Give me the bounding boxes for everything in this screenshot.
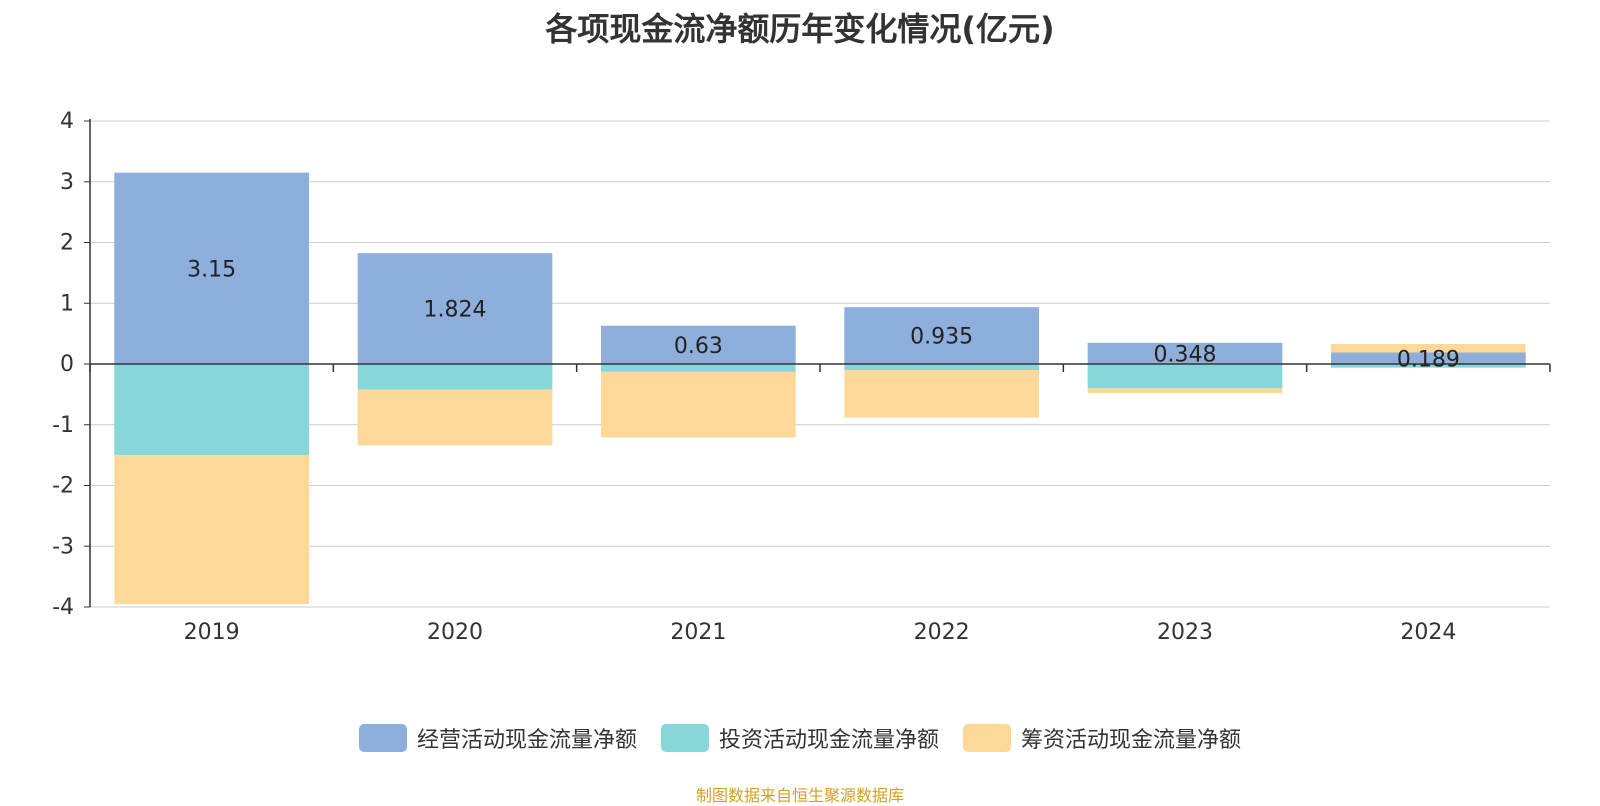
data-labels: 3.15 1.824 0.63 0.935 0.348 0.189 (187, 257, 1460, 372)
bars (114, 172, 1526, 604)
grid-lines (90, 120, 1550, 608)
x-tick-label: 2021 (670, 620, 726, 645)
x-tick-label: 2019 (184, 620, 240, 645)
bar-segment (114, 455, 309, 604)
x-tick-label: 2022 (914, 620, 970, 645)
bar-segment (1087, 388, 1283, 394)
legend-swatch (660, 724, 709, 752)
data-label: 0.348 (1154, 342, 1217, 367)
data-label: 3.15 (187, 257, 236, 282)
y-tick-label: -4 (52, 595, 74, 620)
bar-segment (844, 370, 1039, 418)
data-label: 0.189 (1397, 347, 1460, 372)
y-tick-label: 0 (60, 352, 74, 377)
data-label: 0.63 (674, 334, 723, 359)
x-tick-label: 2023 (1157, 620, 1213, 645)
y-tick-label: -1 (52, 413, 74, 438)
data-label: 0.935 (910, 325, 973, 350)
bar-segment (844, 364, 1039, 371)
source-note: 制图数据来自恒生聚源数据库 (695, 786, 904, 805)
y-tick-label: 4 (60, 109, 74, 134)
bar-segment (601, 325, 796, 364)
y-tick-label: -2 (52, 474, 74, 499)
bar-chart: 4 3 2 1 0 -1 -2 -3 -4 2019 2020 2021 2022 2023 2024 3.… (52, 109, 1551, 645)
bar-segment (114, 172, 309, 364)
legend-label: 经营活动现金流量净额 (416, 728, 637, 753)
x-tick-label: 2020 (427, 620, 483, 645)
legend-swatch (963, 724, 1011, 752)
axes: 4 3 2 1 0 -1 -2 -3 -4 2019 2020 2021 2022 2023 2024 (52, 109, 1551, 645)
y-tick-label: 2 (60, 231, 74, 256)
bar-segment (1331, 364, 1526, 368)
bar-segment (601, 371, 796, 438)
legend-label: 投资活动现金流量净额 (718, 728, 939, 753)
bar-segment (844, 307, 1039, 364)
bar-segment (357, 364, 553, 390)
legend-item[interactable]: 筹资活动现金流量净额 (963, 722, 1241, 754)
bar-segment (601, 364, 796, 372)
legend-item[interactable]: 投资活动现金流量净额 (660, 722, 939, 754)
bar-segment (114, 364, 309, 456)
bar-segment (1087, 342, 1283, 364)
bar-segment (1087, 364, 1283, 389)
x-tick-label: 2024 (1400, 620, 1456, 645)
legend: 经营活动现金流量净额 投资活动现金流量净额 筹资活动现金流量净额 (0, 722, 1600, 754)
data-label: 1.824 (424, 298, 487, 323)
chart-title: 各项现金流净额历年变化情况(亿元) (545, 10, 1055, 48)
bar-segment (1331, 352, 1526, 364)
legend-swatch (358, 724, 407, 752)
y-tick-label: -3 (52, 534, 74, 559)
legend-item[interactable]: 经营活动现金流量净额 (358, 722, 637, 754)
y-tick-label: 3 (60, 170, 74, 195)
bar-segment (357, 389, 553, 446)
legend-label: 筹资活动现金流量净额 (1021, 728, 1242, 753)
bar-segment (1331, 344, 1526, 353)
bar-segment (357, 253, 553, 364)
y-tick-label: 1 (60, 291, 74, 316)
